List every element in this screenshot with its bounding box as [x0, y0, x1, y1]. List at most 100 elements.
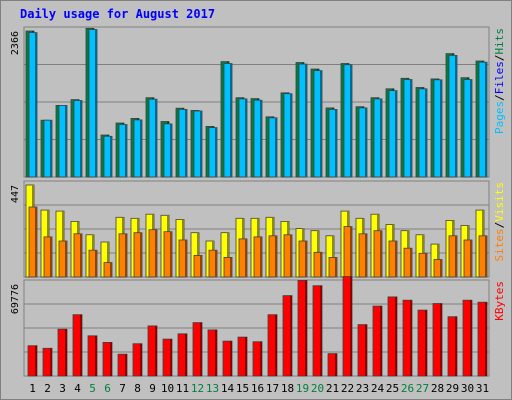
- bar-kbytes-shade-day-12: [200, 322, 202, 376]
- bar-sites-shade-day-18: [290, 234, 292, 277]
- bar-kbytes-shade-day-29: [455, 316, 457, 376]
- bar-files-shade-day-27: [425, 88, 427, 177]
- x-tick-label-day-25: 25: [386, 382, 399, 395]
- legend-separator: /: [493, 222, 506, 229]
- legend-sites: Sites: [493, 228, 506, 261]
- bar-sites-shade-day-10: [170, 231, 172, 277]
- x-tick-label-day-31: 31: [476, 382, 489, 395]
- bar-files-shade-day-9: [155, 99, 157, 177]
- x-tick-label-day-7: 7: [119, 382, 126, 395]
- bar-files-shade-day-1: [35, 32, 37, 177]
- bar-sites-shade-day-6: [110, 262, 112, 277]
- bar-files-shade-day-31: [485, 62, 487, 178]
- bar-sites-shade-day-9: [155, 229, 157, 277]
- x-tick-label-day-26: 26: [401, 382, 414, 395]
- bar-sites-shade-day-26: [410, 248, 412, 277]
- bar-files-shade-day-22: [350, 64, 352, 177]
- bar-files-shade-day-12: [200, 111, 202, 177]
- bar-sites-shade-day-5: [95, 250, 97, 277]
- bar-kbytes-shade-day-24: [380, 306, 382, 376]
- panel-middle-max-label: 447: [10, 185, 21, 203]
- bar-kbytes-shade-day-3: [65, 329, 67, 376]
- x-tick-label-day-29: 29: [446, 382, 459, 395]
- x-tick-label-day-27: 27: [416, 382, 429, 395]
- bar-kbytes-shade-day-11: [185, 333, 187, 376]
- bar-kbytes-shade-day-7: [125, 354, 127, 376]
- panel-bottom-legend: KBytes: [493, 281, 506, 321]
- legend-kbytes: KBytes: [493, 281, 506, 321]
- bar-files-shade-day-8: [140, 119, 142, 177]
- bar-sites-shade-day-20: [320, 252, 322, 277]
- bar-files-shade-day-26: [410, 79, 412, 177]
- bar-sites-shade-day-24: [380, 230, 382, 277]
- bar-files-shade-day-7: [125, 124, 127, 177]
- x-tick-label-day-12: 12: [191, 382, 204, 395]
- bar-kbytes-shade-day-14: [230, 341, 232, 376]
- bar-sites-shade-day-25: [395, 241, 397, 277]
- panel-middle: 447 Sites/Visits: [10, 180, 506, 278]
- bar-kbytes-shade-day-19: [305, 280, 307, 376]
- x-tick-label-day-19: 19: [296, 382, 309, 395]
- x-tick-label-day-11: 11: [176, 382, 189, 395]
- bar-kbytes-shade-day-23: [365, 324, 367, 376]
- bar-sites-shade-day-27: [425, 253, 427, 277]
- x-tick-label-day-5: 5: [89, 382, 96, 395]
- bar-kbytes-shade-day-25: [395, 296, 397, 376]
- bar-sites-shade-day-11: [185, 240, 187, 277]
- panel-bottom: 69776 KBytes: [10, 276, 506, 377]
- bar-sites-shade-day-22: [350, 226, 352, 277]
- legend-pages: Pages: [493, 101, 506, 134]
- bar-kbytes-shade-day-4: [80, 314, 82, 376]
- bar-sites-shade-day-4: [80, 233, 82, 277]
- bar-files-shade-day-16: [260, 100, 262, 177]
- bar-files-shade-day-3: [65, 105, 67, 177]
- bar-kbytes-shade-day-2: [50, 348, 52, 376]
- x-tick-label-day-14: 14: [221, 382, 235, 395]
- bar-kbytes-shade-day-28: [440, 303, 442, 376]
- bar-files-shade-day-23: [365, 107, 367, 177]
- x-tick-label-day-23: 23: [356, 382, 369, 395]
- legend-visits: Visits: [493, 182, 506, 222]
- x-tick-label-day-9: 9: [149, 382, 156, 395]
- bar-sites-shade-day-30: [470, 240, 472, 277]
- bar-kbytes-shade-day-5: [95, 335, 97, 376]
- bar-kbytes-shade-day-27: [425, 310, 427, 376]
- bar-files-shade-day-28: [440, 79, 442, 177]
- bar-sites-shade-day-23: [365, 233, 367, 277]
- bar-files-shade-day-15: [245, 98, 247, 177]
- x-tick-label-day-6: 6: [104, 382, 111, 395]
- x-tick-label-day-2: 2: [44, 382, 51, 395]
- bar-files-shade-day-10: [170, 123, 172, 177]
- bar-kbytes-shade-day-31: [485, 302, 487, 376]
- bar-sites-shade-day-12: [200, 255, 202, 277]
- bar-sites-shade-day-14: [230, 257, 232, 277]
- bar-kbytes-shade-day-30: [470, 300, 472, 376]
- bar-kbytes-shade-day-9: [155, 325, 157, 376]
- x-tick-label-day-30: 30: [461, 382, 474, 395]
- bar-kbytes-shade-day-15: [245, 337, 247, 376]
- chart-title: Daily usage for August 2017: [20, 7, 215, 21]
- legend-separator: /: [493, 94, 506, 101]
- bar-kbytes-shade-day-17: [275, 314, 277, 376]
- x-axis-tick-labels: 1 2 3 4 5 6 7 8 9 10 11 12 13 14 15 16 17 18 19 20 21 22 23 24 2…: [29, 382, 489, 395]
- bar-kbytes-shade-day-18: [290, 295, 292, 376]
- panel-top-max-label: 2366: [10, 31, 21, 55]
- bar-kbytes-shade-day-13: [215, 329, 217, 376]
- bar-kbytes-shade-day-21: [335, 353, 337, 376]
- bar-sites-shade-day-8: [140, 232, 142, 277]
- bar-sites-shade-day-31: [485, 235, 487, 277]
- x-tick-label-day-10: 10: [161, 382, 174, 395]
- bar-files-shade-day-6: [110, 136, 112, 177]
- bar-files-shade-day-29: [455, 55, 457, 177]
- bar-files-shade-day-25: [395, 90, 397, 177]
- x-tick-label-day-17: 17: [266, 382, 279, 395]
- bar-files-shade-day-11: [185, 109, 187, 177]
- bar-sites-shade-day-3: [65, 241, 67, 277]
- legend-separator: /: [493, 55, 506, 62]
- bar-files-shade-day-21: [335, 109, 337, 177]
- bar-kbytes-shade-day-26: [410, 300, 412, 376]
- bar-kbytes-shade-day-6: [110, 342, 112, 376]
- bar-files-shade-day-14: [230, 63, 232, 177]
- bar-sites-shade-day-17: [275, 235, 277, 277]
